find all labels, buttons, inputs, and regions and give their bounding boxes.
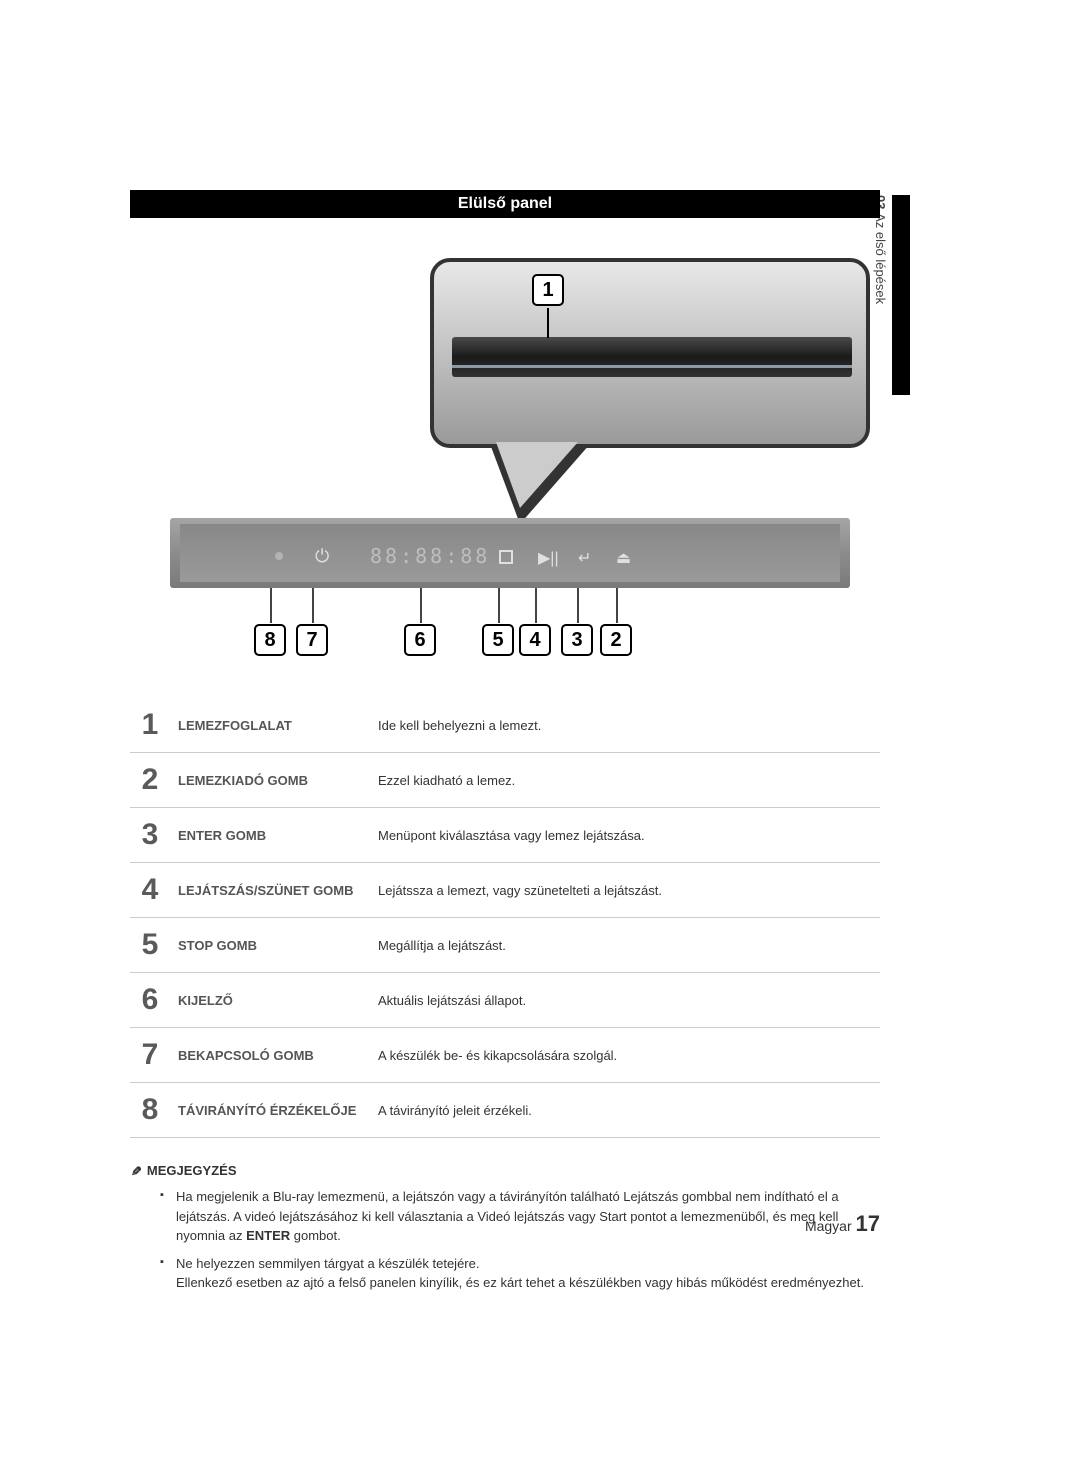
enter-icon: ↵ [578, 548, 591, 568]
callout-5: 5 [482, 624, 514, 656]
table-row: 1LEMEZFOGLALATIde kell behelyezni a leme… [130, 698, 880, 753]
legend-num: 5 [130, 918, 170, 973]
legend-name: ENTER GOMB [170, 808, 370, 863]
legend-num: 2 [130, 753, 170, 808]
display-digits: 88:88:88 [370, 544, 490, 568]
callout-6: 6 [404, 624, 436, 656]
callout-line [577, 588, 579, 623]
table-row: 2LEMEZKIADÓ GOMBEzzel kiadható a lemez. [130, 753, 880, 808]
callout-4: 4 [519, 624, 551, 656]
legend-name: LEMEZKIADÓ GOMB [170, 753, 370, 808]
footer-page: 17 [856, 1211, 880, 1236]
table-row: 7BEKAPCSOLÓ GOMBA készülék be- és kikapc… [130, 1028, 880, 1083]
legend-desc: Ide kell behelyezni a lemezt. [370, 698, 880, 753]
legend-desc: Ezzel kiadható a lemez. [370, 753, 880, 808]
play-pause-icon: ▶|| [538, 548, 559, 568]
callout-line [270, 588, 272, 623]
table-row: 5STOP GOMBMegállítja a lejátszást. [130, 918, 880, 973]
legend-num: 8 [130, 1083, 170, 1138]
callout-line [312, 588, 314, 623]
eject-icon: ⏏ [616, 548, 631, 568]
legend-num: 7 [130, 1028, 170, 1083]
legend-desc: Aktuális lejátszási állapot. [370, 973, 880, 1028]
legend-num: 1 [130, 698, 170, 753]
table-row: 4LEJÁTSZÁS/SZÜNET GOMBLejátssza a lemezt… [130, 863, 880, 918]
table-row: 3ENTER GOMBMenüpont kiválasztása vagy le… [130, 808, 880, 863]
remote-sensor-icon [275, 552, 283, 560]
legend-num: 4 [130, 863, 170, 918]
disc-slot-zoom [430, 258, 870, 448]
legend-name: TÁVIRÁNYÍTÓ ÉRZÉKELŐJE [170, 1083, 370, 1138]
front-panel: ⏻ 88:88:88 ▶|| ↵ ⏏ [170, 518, 850, 588]
legend-name: KIJELZŐ [170, 973, 370, 1028]
callout-1-line [547, 308, 549, 338]
legend-name: BEKAPCSOLÓ GOMB [170, 1028, 370, 1083]
page-content: Elülső panel 1 ⏻ 88:88:88 ▶|| ↵ ⏏ 8 [130, 190, 880, 1301]
legend-desc: A távirányító jeleit érzékeli. [370, 1083, 880, 1138]
legend-name: LEMEZFOGLALAT [170, 698, 370, 753]
power-icon: ⏻ [315, 546, 329, 567]
note-item: Ne helyezzen semmilyen tárgyat a készülé… [160, 1254, 880, 1293]
front-panel-diagram: 1 ⏻ 88:88:88 ▶|| ↵ ⏏ 8 7 6 5 4 [130, 238, 880, 668]
legend-desc: A készülék be- és kikapcsolására szolgál… [370, 1028, 880, 1083]
page-footer: Magyar 17 [130, 1211, 880, 1237]
legend-desc: Megállítja a lejátszást. [370, 918, 880, 973]
notes-heading: MEGJEGYZÉS [130, 1163, 880, 1179]
side-black-tab [892, 195, 910, 395]
callout-line [616, 588, 618, 623]
legend-name: STOP GOMB [170, 918, 370, 973]
callout-line [420, 588, 422, 623]
table-row: 6KIJELZŐAktuális lejátszási állapot. [130, 973, 880, 1028]
callout-2: 2 [600, 624, 632, 656]
callout-pointer [490, 444, 590, 524]
legend-desc: Menüpont kiválasztása vagy lemez lejátsz… [370, 808, 880, 863]
legend-num: 3 [130, 808, 170, 863]
section-header: Elülső panel [130, 190, 880, 218]
callout-line [535, 588, 537, 623]
callout-8: 8 [254, 624, 286, 656]
callout-7: 7 [296, 624, 328, 656]
stop-icon [499, 550, 513, 564]
front-panel-inner: ⏻ 88:88:88 ▶|| ↵ ⏏ [180, 524, 840, 582]
callout-line [498, 588, 500, 623]
callout-1: 1 [532, 274, 564, 306]
legend-num: 6 [130, 973, 170, 1028]
footer-lang: Magyar [805, 1218, 852, 1234]
table-row: 8TÁVIRÁNYÍTÓ ÉRZÉKELŐJEA távirányító jel… [130, 1083, 880, 1138]
disc-slot [452, 337, 852, 377]
callout-3: 3 [561, 624, 593, 656]
notes-list: Ha megjelenik a Blu-ray lemezmenü, a lej… [130, 1187, 880, 1293]
legend-name: LEJÁTSZÁS/SZÜNET GOMB [170, 863, 370, 918]
legend-table: 1LEMEZFOGLALATIde kell behelyezni a leme… [130, 698, 880, 1138]
legend-desc: Lejátssza a lemezt, vagy szünetelteti a … [370, 863, 880, 918]
